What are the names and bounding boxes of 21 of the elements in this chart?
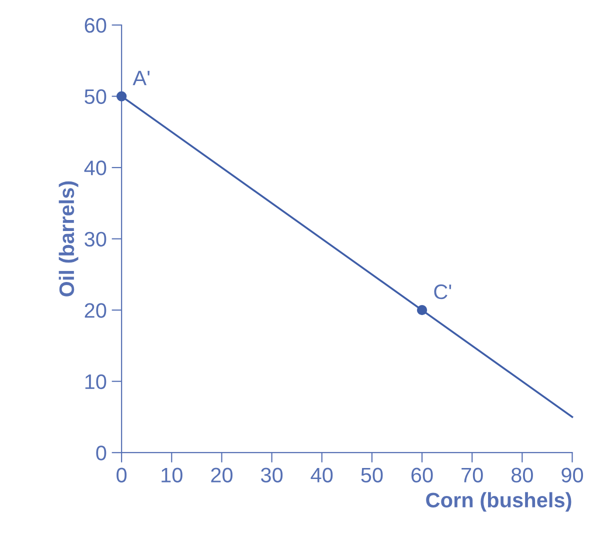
x-tick-label: 80 [511,468,533,482]
annotation: A' [132,70,150,86]
x-tick-label: 30 [261,468,283,482]
x-tick-label: 40 [310,468,333,482]
y-tick-label: 40 [84,160,106,176]
y-tick-label: 50 [84,89,106,104]
y-tick-label: 60 [84,18,106,33]
x-tick-label: 20 [211,468,232,482]
x-tick-label: 0 [116,468,127,482]
x-axis-title: Corn (bushels) [426,492,572,512]
y-tick-label: 20 [84,303,106,318]
annotation: C' [434,284,452,300]
x-tick-label: 60 [411,468,433,482]
y-axis-title: Oil (barrels) [58,181,78,296]
y-tick-label: 0 [96,446,106,460]
y-tick-label: 10 [85,374,106,390]
y-tick-label: 30 [84,232,106,247]
x-tick-label: 10 [162,468,182,482]
x-tick-label: 50 [361,468,383,482]
x-tick-label: 90 [562,468,584,482]
x-tick-label: 70 [462,468,483,482]
